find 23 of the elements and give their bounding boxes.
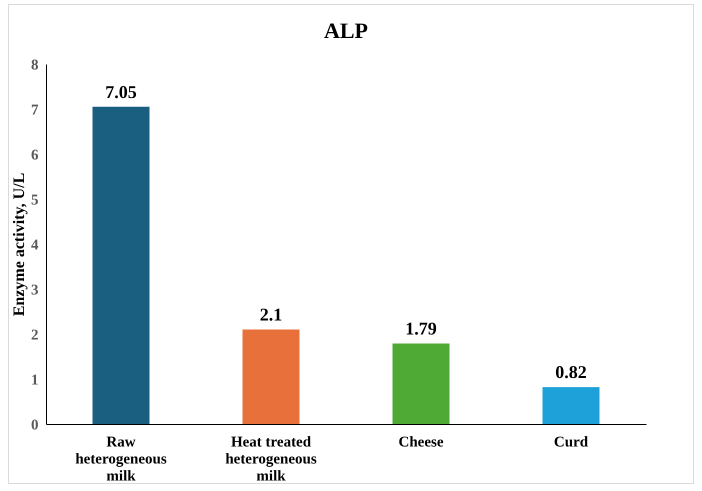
y-tick-label: 0 [31,418,38,434]
data-label: 7.05 [105,82,137,102]
data-label: 0.82 [555,362,587,382]
bar [392,343,450,424]
data-label: 1.79 [405,318,437,338]
y-tick-label: 7 [31,102,39,118]
y-tick-label: 3 [31,282,38,298]
y-tick-label: 6 [31,148,39,164]
data-label: 2.1 [260,304,282,324]
bar [242,330,300,424]
bar [92,106,150,424]
y-tick-label: 5 [31,192,38,208]
x-tick-label: Heat treated heterogeneous milk [225,434,317,484]
x-tick-label: Curd [554,434,589,450]
chart-title: ALP [324,18,368,43]
x-tick-label: Raw heterogeneous milk [75,434,167,484]
x-tick-label: Cheese [398,434,444,450]
y-tick-label: 4 [31,238,39,254]
y-tick-label: 1 [31,372,38,388]
y-tick-label: 8 [31,58,38,74]
y-tick-label: 2 [31,328,38,344]
bar [542,387,600,424]
y-axis-title: Enzyme activity, U/L [11,172,28,316]
